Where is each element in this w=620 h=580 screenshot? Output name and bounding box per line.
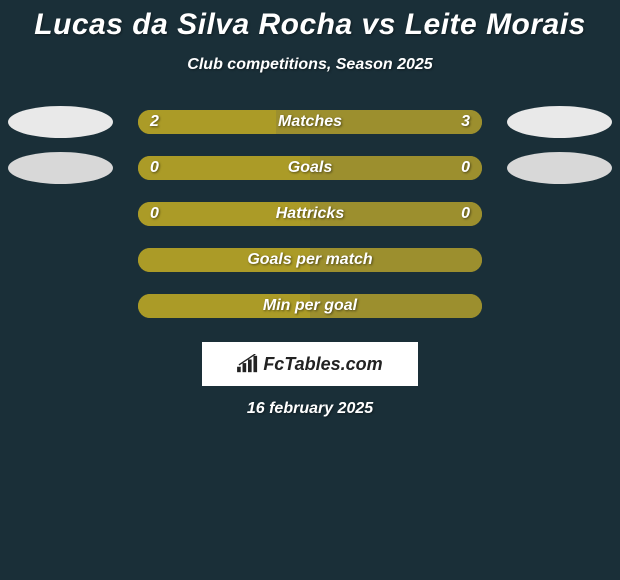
stat-bar [138,202,482,226]
chart-icon [237,354,259,374]
bar-fill-right [276,110,482,134]
subtitle: Club competitions, Season 2025 [0,56,620,74]
bar-fill-right [310,156,482,180]
stat-bar [138,156,482,180]
stat-row: Goals00 [0,150,620,196]
stat-value-left: 2 [150,110,159,134]
stat-row: Min per goal [0,288,620,334]
stat-row: Goals per match [0,242,620,288]
bar-fill-left [138,294,310,318]
player1-marker [8,152,113,184]
bar-fill-left [138,202,310,226]
stat-value-right: 0 [461,156,470,180]
bar-fill-left [138,248,310,272]
stat-value-right: 3 [461,110,470,134]
stat-value-left: 0 [150,156,159,180]
bar-fill-right [310,294,482,318]
stat-bar [138,294,482,318]
stat-row: Hattricks00 [0,196,620,242]
stat-row: Matches23 [0,104,620,150]
player1-marker [8,106,113,138]
stat-value-right: 0 [461,202,470,226]
stat-value-left: 0 [150,202,159,226]
stats-rows: Matches23Goals00Hattricks00Goals per mat… [0,104,620,334]
branding-text: FcTables.com [263,354,382,375]
comparison-card: Lucas da Silva Rocha vs Leite Morais Clu… [0,0,620,418]
player2-marker [507,152,612,184]
date-label: 16 february 2025 [0,400,620,418]
page-title: Lucas da Silva Rocha vs Leite Morais [0,8,620,42]
stat-bar [138,248,482,272]
branding-badge: FcTables.com [202,342,418,386]
bar-fill-right [310,202,482,226]
bar-fill-left [138,156,310,180]
bar-fill-right [310,248,482,272]
stat-bar [138,110,482,134]
player2-marker [507,106,612,138]
